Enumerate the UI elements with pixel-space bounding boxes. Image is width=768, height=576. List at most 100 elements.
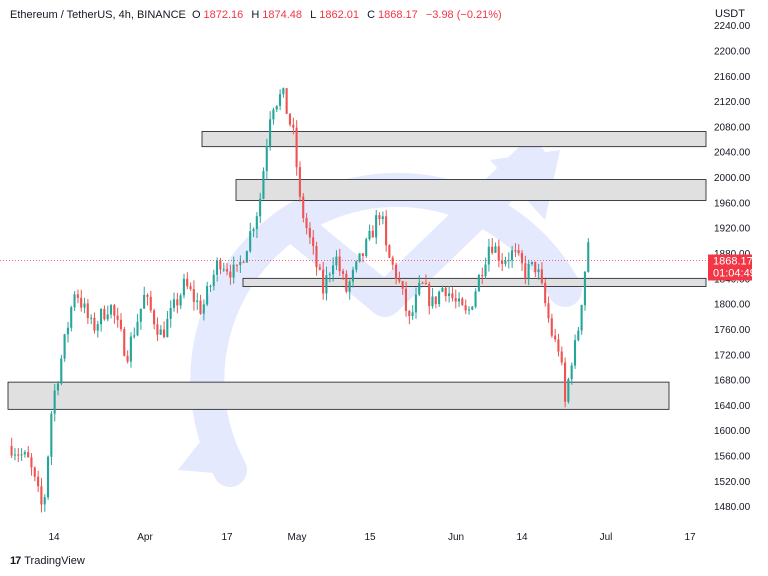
candle-body <box>365 239 368 256</box>
candle-body <box>491 246 494 253</box>
currency-label: USDT <box>715 8 745 20</box>
y-tick-label: 1480.00 <box>714 502 751 513</box>
open-value: 1872.16 <box>203 9 244 21</box>
candle-body <box>414 294 417 313</box>
y-tick-label: 2240.00 <box>714 21 751 32</box>
symbol-label[interactable]: Ethereum / TetherUS, 4h, BINANCE <box>10 9 186 21</box>
candle-body <box>126 355 129 362</box>
candle-body <box>375 215 378 238</box>
candle-body <box>540 269 543 283</box>
candle-body <box>27 452 30 458</box>
candle-body <box>76 294 79 298</box>
candle-body <box>235 264 238 266</box>
zone-2[interactable] <box>235 179 707 201</box>
price-tag-value: 1868.17 <box>713 256 753 268</box>
candle-body <box>560 351 563 363</box>
candle-body <box>544 282 547 304</box>
zone-4[interactable] <box>7 381 670 410</box>
candle-body <box>255 216 258 230</box>
zone-layer <box>7 131 707 410</box>
candle-body <box>318 267 321 270</box>
candle-body <box>46 456 50 498</box>
candle-body <box>573 340 577 366</box>
candle-body <box>361 253 364 256</box>
candle-layer <box>10 87 590 513</box>
candle-body <box>534 261 537 273</box>
candle-body <box>454 298 457 302</box>
candle-body <box>338 256 341 272</box>
candle-body <box>225 269 229 272</box>
candle-body <box>262 171 265 199</box>
candle-body <box>66 327 69 335</box>
candle-body <box>447 293 451 297</box>
candle-body <box>385 216 388 246</box>
y-tick-label: 1800.00 <box>714 300 751 311</box>
high-label: H <box>251 9 260 21</box>
candle-body <box>285 88 288 114</box>
candle-body <box>179 295 182 306</box>
candle-body <box>249 231 252 252</box>
candle-body <box>245 251 248 263</box>
y-tick-label: 2160.00 <box>714 72 751 83</box>
candle-body <box>497 246 500 261</box>
footer: 17 TradingView <box>10 555 85 567</box>
candle-body <box>322 269 325 294</box>
candle-body <box>123 329 126 356</box>
candle-body <box>60 358 63 384</box>
candle-body <box>348 281 351 292</box>
candle-body <box>510 250 514 261</box>
candle-body <box>212 274 215 286</box>
y-tick-label: 1640.00 <box>714 401 751 412</box>
y-tick-label: 2000.00 <box>714 173 751 184</box>
candle-body <box>292 124 295 128</box>
candle-body <box>451 293 454 299</box>
footer-brand[interactable]: TradingView <box>24 555 85 567</box>
candle-body <box>186 278 189 287</box>
candle-body <box>464 305 467 311</box>
close-value: 1868.17 <box>378 9 418 21</box>
candle-body <box>139 308 142 322</box>
candle-body <box>136 321 139 336</box>
time-axis[interactable]: 14 Apr 17 May 15 Jun 14 Jul 17 <box>48 532 696 543</box>
candle-body <box>242 261 245 263</box>
candle-body <box>90 317 93 319</box>
x-tick-label: 17 <box>684 532 696 543</box>
candle-body <box>63 334 66 359</box>
candle-body <box>99 308 103 325</box>
candle-body <box>434 296 437 305</box>
candle-body <box>438 291 441 305</box>
x-tick-label: Apr <box>137 532 153 543</box>
candle-body <box>355 261 358 270</box>
candle-body <box>441 287 444 292</box>
y-tick-label: 1960.00 <box>714 198 751 209</box>
candle-body <box>398 278 401 282</box>
candle-body <box>199 300 202 314</box>
candle-body <box>113 305 116 316</box>
candle-body <box>93 317 96 331</box>
candle-body <box>550 318 553 336</box>
candle-body <box>404 288 408 311</box>
candle-body <box>547 303 550 319</box>
price-tag-box <box>708 254 752 281</box>
candle-body <box>40 486 43 505</box>
candle-body <box>477 275 480 292</box>
y-tick-label: 1680.00 <box>714 376 751 387</box>
candle-body <box>166 318 169 338</box>
candle-body <box>308 227 311 238</box>
candle-body <box>259 198 262 217</box>
candle-body <box>457 298 461 302</box>
zone-3[interactable] <box>242 277 707 287</box>
candle-body <box>162 329 166 338</box>
candle-body <box>295 127 298 168</box>
zone-1[interactable] <box>201 131 707 148</box>
candle-body <box>328 274 331 276</box>
candle-body <box>219 260 222 270</box>
candle-body <box>116 315 119 320</box>
candle-body <box>202 304 205 314</box>
low-label: L <box>310 9 317 21</box>
candle-body <box>325 275 328 294</box>
candle-body <box>474 291 477 307</box>
y-tick-label: 2080.00 <box>714 122 751 133</box>
